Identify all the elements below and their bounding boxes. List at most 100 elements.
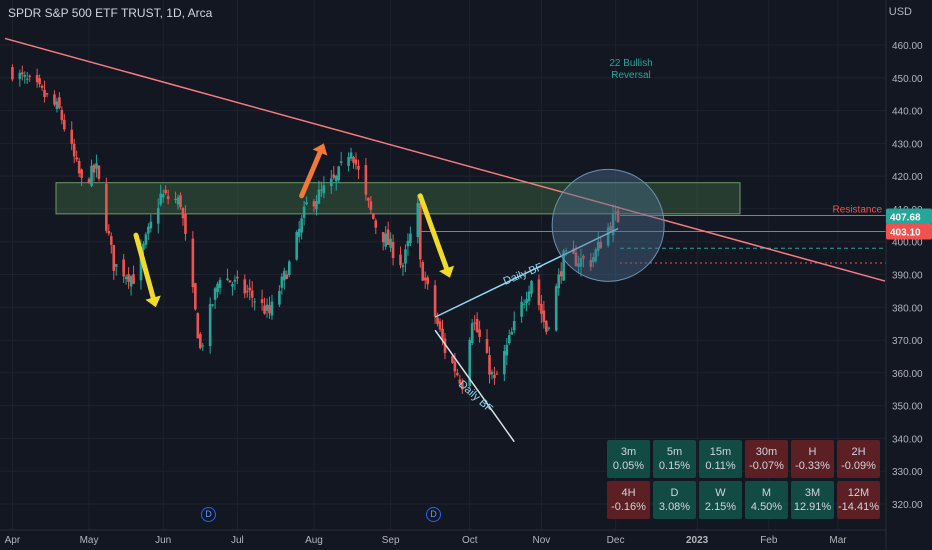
arrow-shaft-3 [417,193,450,271]
candle-down [38,78,41,85]
candle-up [300,218,303,233]
candle-down [352,156,355,163]
bullish-reversal-line-1: 22 Bullish [609,58,653,69]
candle-down [285,274,289,279]
channel-lower-label: Daily BF [456,378,495,415]
last-price-tag: 407.68 [890,213,921,224]
candle-down [367,197,370,201]
perf-change: 3.08% [658,501,691,513]
candle-down [248,287,252,291]
candle-down [426,277,429,285]
perf-cell-m: M 4.50% [745,481,788,519]
x-tick-label: Apr [5,535,21,546]
dividend-marker-1[interactable]: D [201,507,216,522]
candle-up [406,240,410,247]
candle-up [129,276,133,287]
candle-down [354,159,358,165]
candle-up [510,331,514,335]
candle-down [263,305,266,314]
candle-up [211,304,214,306]
candle-down [438,321,442,330]
candle-up [384,233,387,247]
candle-up [231,284,234,287]
candle-up [302,206,306,218]
candle-down [77,160,81,174]
candle-up [253,301,256,303]
arrow-shaft-2 [299,150,323,199]
candle-up [18,72,22,80]
candle-down [312,201,316,207]
candle-down [196,313,200,339]
candle-down [107,230,111,234]
perf-cell-30m: 30m -0.07% [745,440,788,478]
x-tick-label: Jul [231,535,244,546]
chart-title: SPDR S&P 500 ETF TRUST, 1D, Arca [8,6,213,20]
candle-up [233,279,237,282]
candle-up [468,340,472,387]
candle-down [70,129,74,144]
candle-up [520,301,523,317]
perf-change: -0.09% [841,460,876,472]
arrow-shaft-1 [133,232,156,301]
candle-up [95,163,98,169]
candle-up [144,234,148,245]
candle-up [218,279,222,288]
candle-up [594,249,598,262]
candle-down [80,169,83,178]
candle-up [295,232,298,260]
x-tick-label: 2023 [686,535,709,546]
perf-change: -0.16% [611,501,646,513]
dividend-marker-2[interactable]: D [426,507,441,522]
bullish-reversal-line-2: Reversal [611,70,651,81]
candle-down [250,290,254,298]
candle-down [559,271,563,277]
y-tick-label: 420.00 [892,172,923,183]
candle-down [374,220,378,228]
candle-up [505,344,509,356]
prev-price-tag-bg [886,223,932,240]
perf-cell-2h: 2H -0.09% [837,440,880,478]
candle-down [191,238,195,288]
y-tick-label: 390.00 [892,271,923,282]
candle-up [404,249,407,264]
candle-up [156,208,160,224]
y-tick-label: 370.00 [892,336,923,347]
candle-down [28,75,32,77]
candle-down [179,195,182,208]
candle-down [21,72,24,75]
candle-up [522,303,526,305]
candle-down [381,232,385,243]
candle-up [416,202,420,237]
candle-up [147,226,150,234]
candle-down [245,291,249,293]
candle-down [545,320,548,332]
candle-up [297,228,301,237]
candle-down [174,199,177,201]
candle-down [540,303,543,314]
candle-down [58,97,61,108]
candle-down [421,262,425,281]
perf-cell-w: W 2.15% [699,481,742,519]
candle-up [283,270,286,281]
channel-upper-line [434,227,619,318]
candle-up [90,165,93,186]
candle-up [201,345,205,347]
candle-down [260,299,264,304]
candle-down [132,274,135,284]
arrow-head-2 [312,143,328,156]
candle-down [357,165,360,170]
y-tick-label: 460.00 [892,41,923,52]
candle-down [75,157,78,160]
candle-up [577,263,580,267]
perf-cell-5m: 5m 0.15% [653,440,696,478]
candle-down [441,329,444,340]
currency-label: USD [888,6,912,18]
candle-down [616,210,620,223]
candle-up [139,249,143,281]
candle-down [105,183,108,231]
x-tick-label: Dec [607,535,625,546]
x-tick-label: Mar [829,535,847,546]
y-tick-label: 340.00 [892,434,923,445]
candle-up [280,276,284,288]
candle-up [176,197,180,205]
